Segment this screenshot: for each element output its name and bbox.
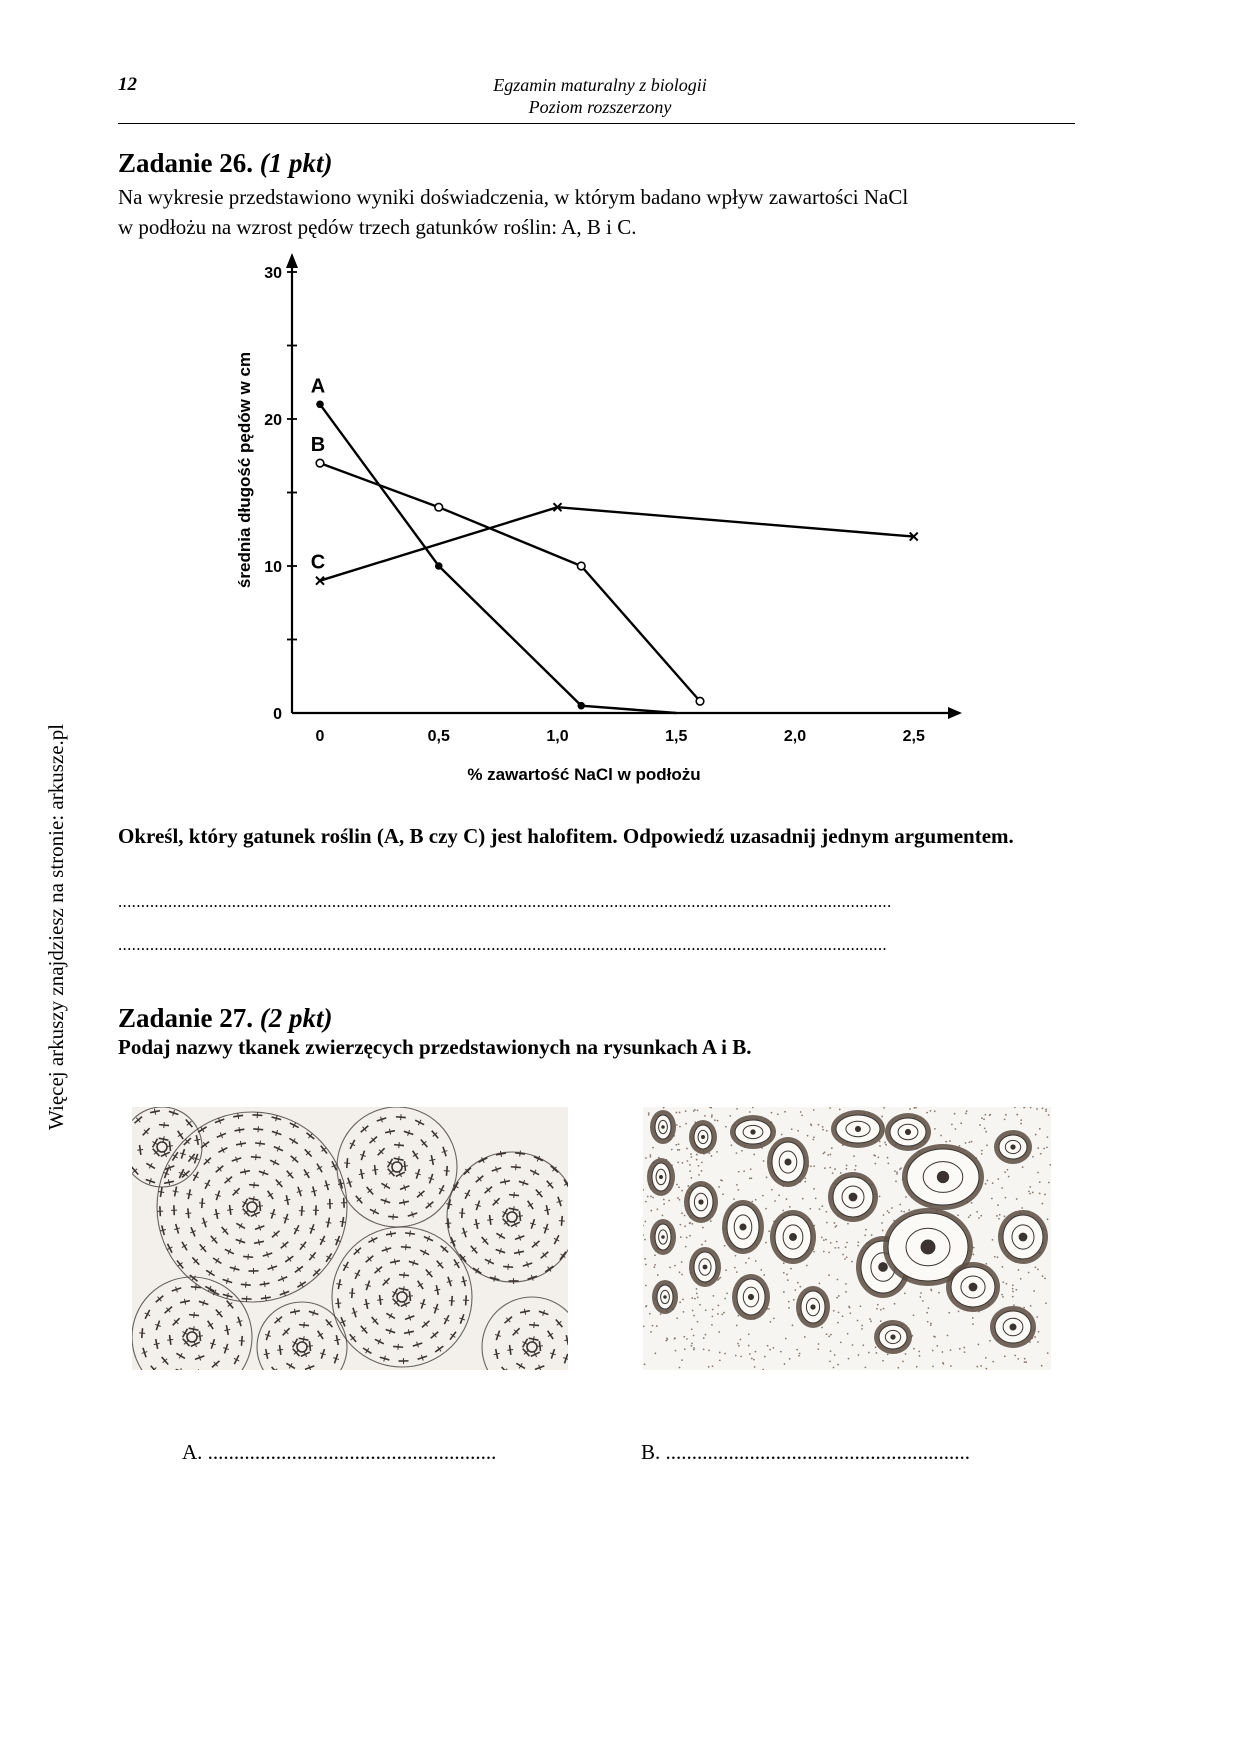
exam-level: Poziom rozszerzony [528,97,672,117]
task26-answer-line-1[interactable]: ........................................… [118,892,892,911]
series-line-A [319,403,677,715]
task27-label: Zadanie 27. [118,1003,254,1033]
task26-intro: Na wykresie przedstawiono wyniki doświad… [118,182,1075,242]
task27-answer-b[interactable]: B. .....................................… [641,1440,971,1464]
chart-axes [286,253,962,719]
task27-question: Podaj nazwy tkanek zwierzęcych przedstaw… [118,1035,752,1059]
chart-series: A B C [311,375,919,715]
point-C [909,531,919,542]
task26-question: Określ, który gatunek roślin (A, B czy C… [118,824,1014,848]
series-label-C: C [311,552,325,574]
page-number: 12 [118,74,137,95]
x-tick-label: 2,5 [903,728,925,745]
y-tick-label: 0 [273,706,282,723]
x-tick-label: 2,0 [784,728,806,745]
point-C [552,502,563,512]
exam-header: Egzamin maturalny z biologii Poziom rozs… [400,74,800,118]
task27-answer-a[interactable]: A. .....................................… [182,1440,497,1464]
task26-label: Zadanie 26. [118,148,254,178]
x-axis-arrow [948,707,962,719]
point-C [315,575,325,586]
y-tick-label: 30 [264,265,282,282]
task26-intro-line2: w podłożu na wzrost pędów trzech gatunkó… [118,215,637,239]
y-tick-label: 10 [264,559,282,576]
series-line-C [319,505,914,582]
point-B [434,502,444,512]
series-line-B [319,461,701,703]
bone-tissue-drawing [132,1107,568,1370]
point-A [434,562,443,570]
task27-points: (2 pkt) [259,1003,333,1033]
point-B [576,561,586,571]
task26-title: Zadanie 26. (1 pkt) [118,148,333,179]
x-axis-title: % zawartość NaCl w podłożu [467,765,700,784]
x-tick-label: 0 [316,728,325,745]
task27-title: Zadanie 27. (2 pkt) [118,1003,333,1034]
x-tick-label: 1,5 [665,728,687,745]
y-axis-title: średnia długość pędów w cm [235,352,254,588]
x-tick-label: 0,5 [428,728,450,745]
exam-title: Egzamin maturalny z biologii [493,75,707,95]
task26-points: (1 pkt) [259,148,333,178]
nacl-growth-chart: 0 10 20 30 0 0,5 1,0 1,5 2,0 2,5 A B C % zawartość … [235,253,962,784]
chart-ticks: 0 10 20 30 0 0,5 1,0 1,5 2,0 2,5 [264,265,925,745]
y-axis-arrow [286,253,298,268]
point-A [316,400,324,409]
cartilage-tissue-drawing [643,1107,1051,1370]
task26-answer-line-2[interactable]: ........................................… [118,935,887,954]
y-tick-label: 20 [264,412,282,429]
series-label-A: A [311,375,325,397]
header-divider [118,123,1075,124]
point-A [577,701,586,710]
x-tick-label: 1,0 [546,728,568,745]
task26-intro-line1: Na wykresie przedstawiono wyniki doświad… [118,185,909,209]
series-label-B: B [311,434,325,456]
point-B [315,458,325,468]
point-B [695,696,705,706]
